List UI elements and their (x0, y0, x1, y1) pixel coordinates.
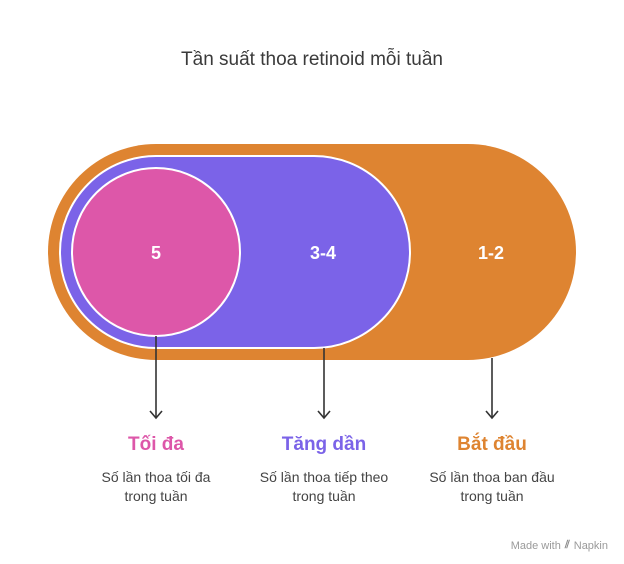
stage-description: Số lần thoa tối đa trong tuần (61, 468, 251, 506)
stage-start: Bắt đầu Số lần thoa ban đầu trong tuần (397, 434, 587, 506)
arrow-start (485, 358, 499, 420)
value-increase: 3-4 (310, 243, 336, 263)
stage-description: Số lần thoa ban đầu trong tuần (397, 468, 587, 506)
description-line: Số lần thoa tiếp theo (259, 469, 389, 485)
description-line: trong tuần (292, 488, 356, 504)
description-line: trong tuần (124, 488, 188, 504)
diagram-title: Tần suất thoa retinoid mỗi tuần (181, 49, 443, 70)
stage-label: Bắt đầu (457, 434, 527, 455)
arrow-max (149, 336, 163, 420)
description-line: trong tuần (460, 488, 524, 504)
stage-increase: Tăng dần Số lần thoa tiếp theo trong tuầ… (229, 434, 419, 506)
description-line: Số lần thoa ban đầu (429, 469, 555, 485)
stage-label: Tối đa (128, 434, 184, 455)
arrow-increase (317, 348, 331, 420)
watermark-brand: Napkin (573, 539, 608, 552)
stage-max: Tối đa Số lần thoa tối đa trong tuần (61, 434, 251, 506)
napkin-watermark[interactable]: Made with ⫽ Napkin (511, 539, 608, 552)
value-start: 1-2 (478, 243, 504, 263)
napkin-logo-icon: ⫽ (564, 539, 570, 551)
value-max: 5 (151, 243, 161, 263)
stage-description: Số lần thoa tiếp theo trong tuần (229, 468, 419, 506)
watermark-text: Made with (510, 539, 561, 552)
description-line: Số lần thoa tối đa (101, 469, 211, 485)
stage-label: Tăng dần (281, 434, 367, 455)
